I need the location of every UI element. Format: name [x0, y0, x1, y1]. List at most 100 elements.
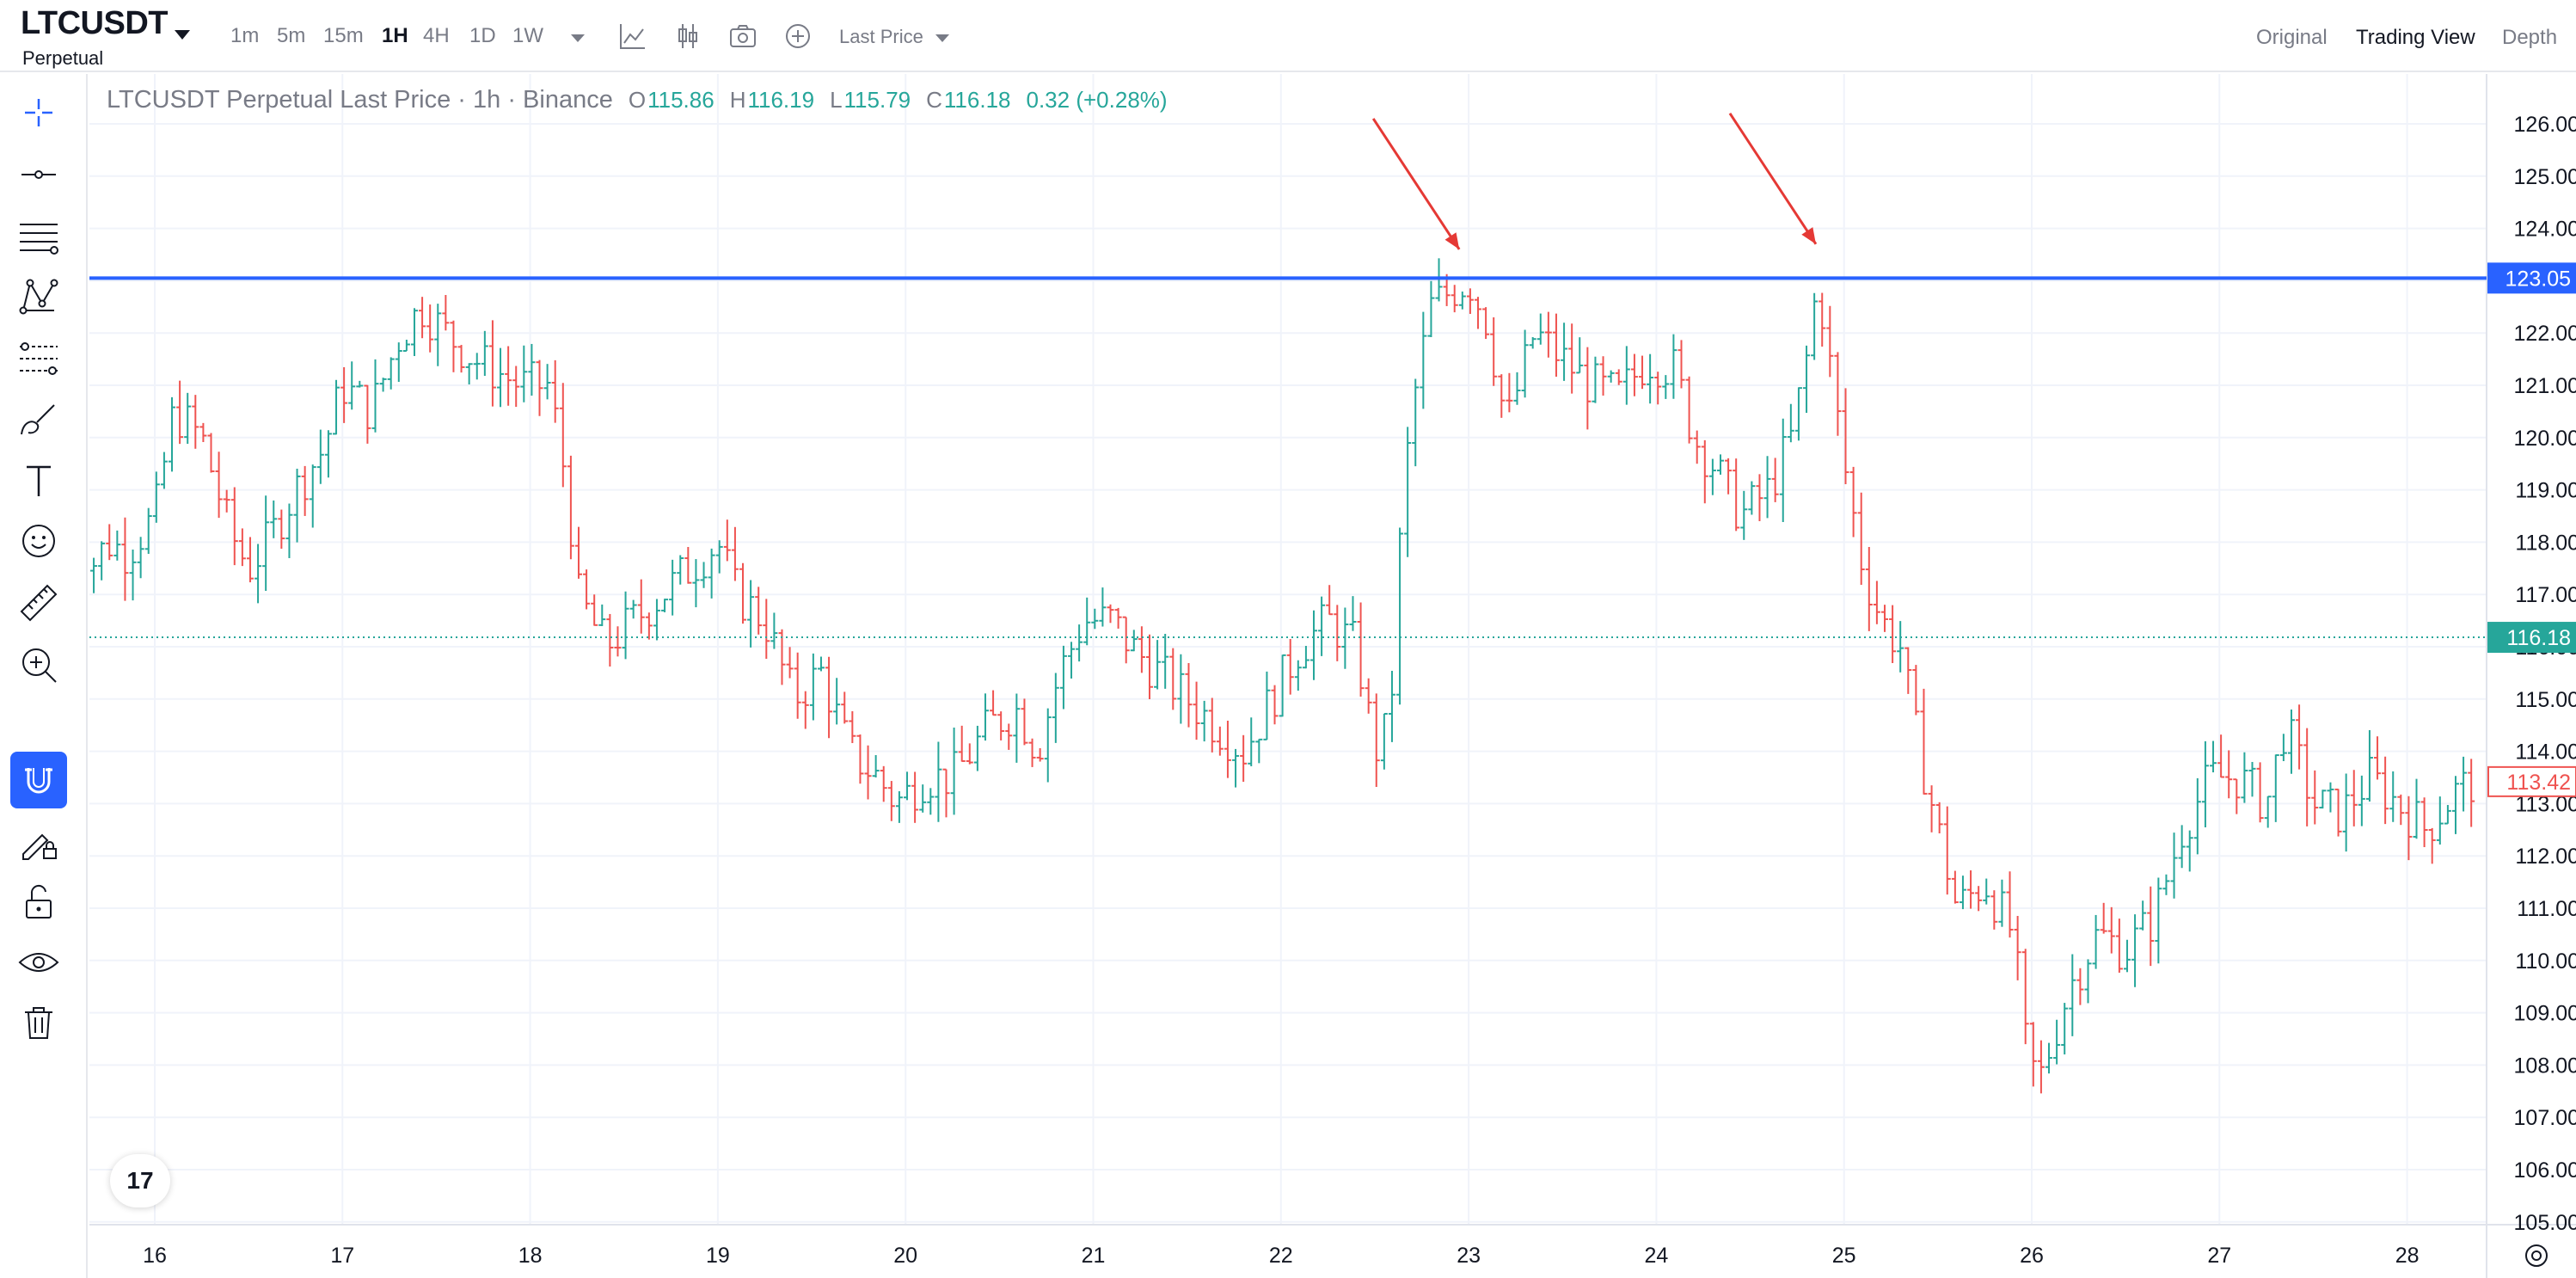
y-tick-label: 125.00 — [2514, 165, 2576, 189]
x-tick-label: 21 — [1082, 1244, 1106, 1268]
timeframe-1m[interactable]: 1m — [230, 24, 260, 47]
candle-style-icon[interactable] — [672, 21, 703, 52]
y-tick-label: 118.00 — [2515, 531, 2576, 555]
legend-title: LTCUSDT Perpetual Last Price · 1h · Bina… — [107, 86, 613, 114]
legend-open: 115.86 — [647, 87, 715, 113]
symbol-dropdown-icon[interactable] — [175, 30, 190, 40]
chart-canvas[interactable]: 105.00 106.00 107.00 108.00 109.00 110.00 111.… — [89, 74, 2576, 1278]
horizontal-lines-tool[interactable] — [10, 208, 67, 265]
y-tick-label: 117.00 — [2515, 583, 2576, 607]
annotation-arrow — [1728, 113, 1818, 245]
brush-tool[interactable] — [10, 390, 67, 447]
y-tick-label: 126.00 — [2514, 113, 2576, 137]
x-tick-label: 18 — [518, 1244, 543, 1268]
y-tick-label: 122.00 — [2514, 322, 2576, 346]
lock-draw-icon — [22, 833, 57, 860]
trash-icon — [25, 1007, 52, 1039]
y-tick-label: 110.00 — [2515, 949, 2576, 974]
view-trading-view[interactable]: Trading View — [2356, 26, 2475, 49]
y-tick-label: 121.00 — [2514, 374, 2576, 398]
eye-icon — [18, 953, 59, 972]
x-tick-label: 22 — [1269, 1244, 1293, 1268]
pattern-icon — [19, 279, 58, 315]
price-type-dropdown-icon[interactable] — [935, 34, 949, 42]
timeframe-more-icon[interactable] — [571, 34, 585, 42]
magnet-icon — [25, 768, 52, 794]
emoji-tool[interactable] — [10, 513, 67, 569]
x-tick-label: 24 — [1644, 1244, 1668, 1268]
ruler-tool[interactable] — [10, 574, 67, 631]
symbol-name[interactable]: LTCUSDT — [21, 5, 169, 41]
magnet-tool[interactable] — [10, 752, 67, 808]
trend-line-icon — [21, 170, 56, 179]
y-tick-label: 105.00 — [2514, 1211, 2576, 1235]
x-tick-label: 26 — [2020, 1244, 2044, 1268]
alert-price-label: 113.42 — [2506, 771, 2571, 795]
y-tick-label: 112.00 — [2515, 845, 2576, 869]
trend-line-tool[interactable] — [10, 146, 67, 203]
legend-close-label: C — [926, 87, 942, 113]
legend-low-label: L — [830, 87, 843, 113]
y-tick-label: 109.00 — [2514, 1002, 2576, 1026]
top-header: LTCUSDT Perpetual 1m 5m 15m 1H 4H 1D 1W … — [0, 0, 2576, 72]
legend-high-label: H — [729, 87, 746, 113]
y-tick-label: 111.00 — [2517, 897, 2576, 921]
y-tick-label: 106.00 — [2514, 1158, 2576, 1183]
unlock-tool[interactable] — [10, 874, 67, 931]
pattern-tool[interactable] — [10, 268, 67, 325]
contract-type: Perpetual — [22, 47, 104, 69]
price-chart[interactable]: 105.00 106.00 107.00 108.00 109.00 110.00 111.… — [89, 74, 2576, 1278]
annotation-arrowhead — [1444, 232, 1460, 249]
indicators-icon[interactable] — [617, 21, 648, 52]
alert-price-label-bg — [2487, 765, 2576, 797]
line-price-label: 123.05 — [2505, 267, 2571, 291]
line-price-label-bg — [2487, 262, 2576, 294]
x-tick-label: 28 — [2395, 1244, 2420, 1268]
timeframe-1d[interactable]: 1D — [469, 24, 496, 47]
chart-legend: LTCUSDT Perpetual Last Price · 1h · Bina… — [107, 86, 1168, 114]
ruler-icon — [20, 584, 58, 622]
last-price-label-bg — [2487, 622, 2576, 654]
chart-settings-icon[interactable] — [2519, 1238, 2554, 1273]
eye-tool[interactable] — [10, 934, 67, 991]
add-icon[interactable] — [782, 21, 813, 52]
screenshot-icon[interactable] — [727, 21, 758, 52]
zoom-in-icon — [22, 648, 57, 683]
unlock-icon — [26, 884, 52, 919]
legend-change: 0.32 (+0.28%) — [1026, 87, 1168, 113]
trash-tool[interactable] — [10, 994, 67, 1051]
x-tick-label: 16 — [143, 1244, 167, 1268]
annotation-arrow — [1371, 118, 1461, 250]
annotation-arrowhead — [1801, 227, 1816, 244]
timeframe-5m[interactable]: 5m — [277, 24, 306, 47]
legend-high: 116.19 — [747, 87, 815, 113]
y-tick-label: 120.00 — [2514, 427, 2576, 451]
y-tick-label: 119.00 — [2515, 479, 2576, 503]
lock-draw-tool[interactable] — [10, 814, 67, 870]
last-price-label: 116.18 — [2506, 626, 2571, 650]
view-depth[interactable]: Depth — [2502, 26, 2558, 49]
x-tick-label: 23 — [1457, 1244, 1481, 1268]
timeframe-1h[interactable]: 1H — [382, 24, 408, 47]
view-original[interactable]: Original — [2256, 26, 2328, 49]
x-tick-label: 27 — [2207, 1244, 2231, 1268]
zoom-in-tool[interactable] — [10, 636, 67, 693]
crosshair-tool[interactable] — [10, 84, 67, 141]
y-tick-label: 124.00 — [2514, 218, 2576, 242]
legend-low: 115.79 — [843, 87, 911, 113]
timeframe-15m[interactable]: 15m — [323, 24, 364, 47]
y-tick-label: 107.00 — [2514, 1106, 2576, 1130]
x-tick-label: 20 — [893, 1244, 917, 1268]
price-type-select[interactable]: Last Price — [839, 26, 923, 47]
timeframe-4h[interactable]: 4H — [423, 24, 450, 47]
fib-tool[interactable] — [10, 330, 67, 387]
x-tick-label: 17 — [330, 1244, 354, 1268]
legend-open-label: O — [628, 87, 647, 113]
y-tick-label: 108.00 — [2514, 1054, 2576, 1078]
horizontal-lines-icon — [20, 224, 58, 255]
brush-icon — [21, 404, 55, 435]
text-tool[interactable] — [10, 452, 67, 509]
timeframe-1w[interactable]: 1W — [512, 24, 543, 47]
tradingview-logo-button[interactable]: 17 — [110, 1154, 170, 1207]
legend-close: 116.18 — [943, 87, 1011, 113]
